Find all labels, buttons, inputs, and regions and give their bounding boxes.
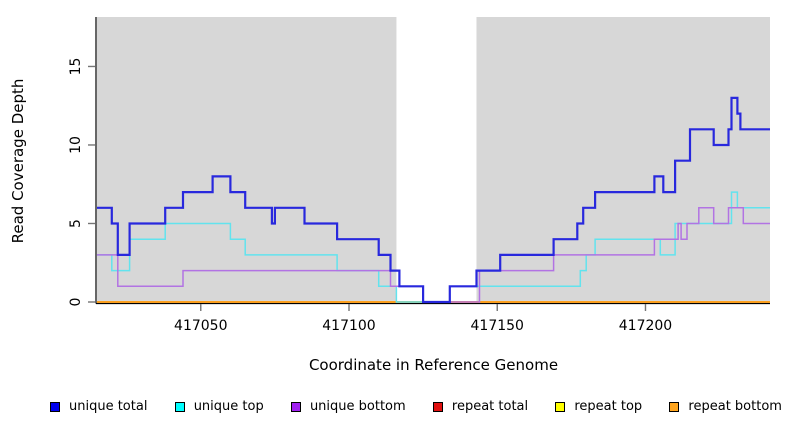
x-tick-label: 417050 bbox=[174, 318, 227, 334]
series-line-unique-bottom bbox=[97, 207, 770, 303]
x-axis-title: Coordinate in Reference Genome bbox=[308, 356, 559, 374]
legend-label: repeat total bbox=[451, 399, 529, 414]
legend-item-unique-total: unique total bbox=[50, 399, 147, 414]
y-axis-title: Read Coverage Depth bbox=[9, 78, 27, 244]
legend-swatch-unique-top bbox=[174, 401, 185, 412]
y-tick-label: 10 bbox=[68, 136, 84, 154]
x-tick-label: 417100 bbox=[322, 318, 375, 334]
series-line-unique-total bbox=[97, 96, 770, 304]
legend-label: repeat top bbox=[574, 399, 643, 414]
legend-swatch-repeat-bottom bbox=[669, 401, 680, 412]
legend-item-repeat-bottom: repeat bottom bbox=[669, 399, 782, 414]
legend-swatch-unique-bottom bbox=[290, 401, 301, 412]
y-tick-label: 5 bbox=[68, 219, 84, 228]
legend-item-unique-top: unique top bbox=[174, 399, 264, 414]
x-tick-label: 417200 bbox=[619, 318, 672, 334]
legend-swatch-repeat-top bbox=[555, 401, 566, 412]
legend: unique total unique top unique bottom repea… bbox=[50, 399, 782, 414]
legend-label: unique total bbox=[69, 399, 148, 414]
legend-swatch-repeat-total bbox=[432, 401, 443, 412]
legend-swatch-unique-total bbox=[50, 401, 60, 412]
y-tick-label: 0 bbox=[68, 298, 84, 307]
legend-label: repeat bottom bbox=[688, 399, 782, 414]
legend-item-repeat-top: repeat top bbox=[555, 399, 642, 414]
legend-item-unique-bottom: unique bottom bbox=[290, 399, 406, 414]
legend-item-repeat-total: repeat total bbox=[432, 399, 529, 414]
covered-region-shading-1 bbox=[476, 17, 770, 303]
legend-label: unique top bbox=[193, 399, 264, 414]
legend-label: unique bottom bbox=[309, 399, 406, 414]
x-tick-label: 417150 bbox=[471, 318, 524, 334]
covered-region-shading-0 bbox=[97, 17, 397, 303]
y-tick-label: 15 bbox=[68, 58, 84, 76]
